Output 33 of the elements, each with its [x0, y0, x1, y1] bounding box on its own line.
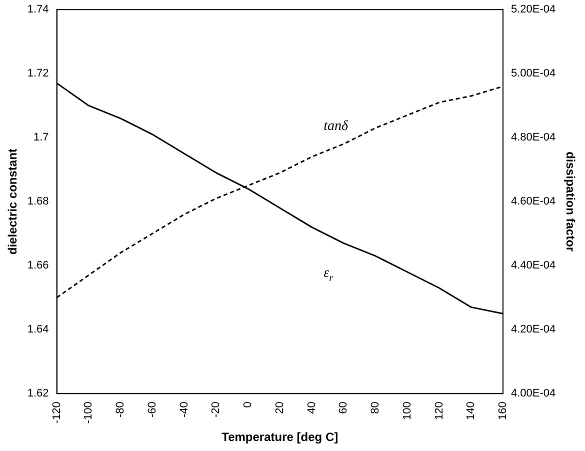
y2-tick-label: 5.00E-04 — [510, 68, 556, 80]
y-tick-label: 1.68 — [27, 196, 49, 208]
x-tick-label: 160 — [496, 402, 509, 420]
x-tick-label: -100 — [82, 402, 95, 424]
x-tick-label: -60 — [146, 402, 158, 418]
x-tick-label: -120 — [50, 402, 63, 424]
x-tick-label: 0 — [242, 402, 254, 408]
y2-tick-label: 4.20E-04 — [510, 324, 556, 336]
y-tick-label: 1.7 — [34, 132, 49, 144]
y-axis-title: dielectric constant — [6, 148, 20, 255]
y-tick-label: 1.72 — [27, 68, 49, 80]
y-tick-label: 1.66 — [27, 260, 49, 272]
x-tick-label: 80 — [370, 402, 382, 414]
y2-tick-label: 4.60E-04 — [510, 196, 556, 208]
x-tick-label: -80 — [114, 402, 127, 418]
x-tick-label: 140 — [465, 402, 478, 420]
x-axis-title: Temperature [deg C] — [222, 430, 338, 444]
x-tick-label: 120 — [433, 402, 446, 420]
series-label: tanδ — [324, 118, 349, 134]
y2-tick-label: 4.80E-04 — [510, 132, 556, 144]
y-tick-label: 1.62 — [27, 388, 49, 400]
x-tick-label: -20 — [210, 402, 222, 418]
y2-tick-label: 5.20E-04 — [510, 4, 556, 16]
x-tick-label: 40 — [306, 402, 318, 414]
y2-tick-label: 4.00E-04 — [510, 388, 556, 400]
y-tick-label: 1.74 — [27, 4, 49, 16]
y2-axis-title: dissipation factor — [563, 152, 578, 252]
y-tick-label: 1.64 — [27, 324, 49, 336]
y2-tick-label: 4.40E-04 — [510, 260, 556, 272]
x-tick-label: 60 — [338, 402, 350, 414]
x-tick-label: -40 — [178, 402, 190, 418]
x-tick-label: 100 — [401, 402, 414, 420]
x-tick-label: 20 — [274, 402, 286, 414]
